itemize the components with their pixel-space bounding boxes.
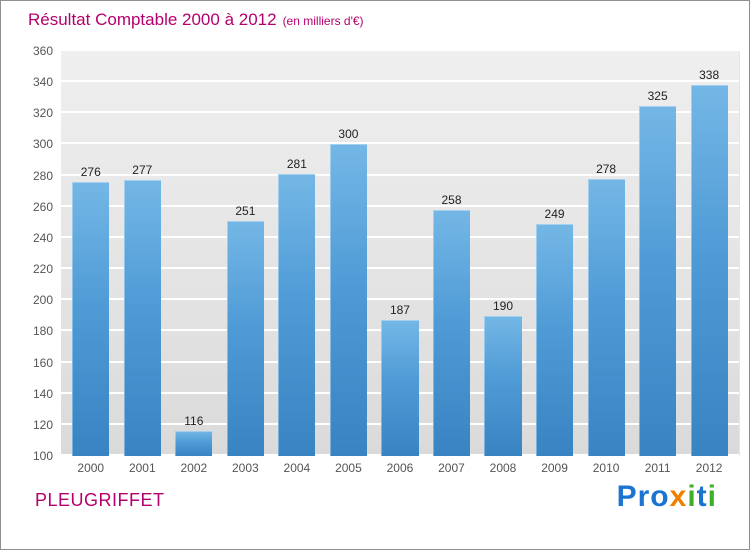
logo-letter: i xyxy=(707,480,717,513)
bar-slot: 251 xyxy=(220,51,272,456)
y-axis-label: 180 xyxy=(32,324,53,339)
bar-2003 xyxy=(226,220,264,456)
bar-slot: 249 xyxy=(529,51,581,456)
bar-slot: 278 xyxy=(580,51,632,456)
x-axis-label: 2010 xyxy=(592,461,620,475)
bar-2012 xyxy=(690,85,728,456)
bar-value-label: 277 xyxy=(132,163,153,178)
y-axis-label: 360 xyxy=(32,44,53,58)
logo-letter: i xyxy=(687,480,697,513)
bar-slot: 190 xyxy=(477,51,529,456)
bar-slot: 300 xyxy=(323,51,375,456)
gridline xyxy=(61,298,739,301)
bar-slot: 338 xyxy=(683,51,735,456)
gridline xyxy=(61,267,739,270)
bar-2001 xyxy=(123,180,161,456)
company-name: PLEUGRIFFET xyxy=(35,490,165,510)
logo-letter: x xyxy=(669,480,688,513)
bar-slot: 325 xyxy=(632,51,684,456)
y-axis-label: 340 xyxy=(32,75,53,90)
bar-2002 xyxy=(175,431,213,456)
y-axis-label: 320 xyxy=(32,106,53,121)
logo-letter: P xyxy=(616,480,638,513)
chart-title: Résultat Comptable 2000 à 2012 xyxy=(28,10,277,29)
y-axis-label: 260 xyxy=(32,199,53,214)
bar-slot: 281 xyxy=(271,51,323,456)
bar-2011 xyxy=(639,105,677,456)
x-axis-label: 2001 xyxy=(128,461,156,475)
bar-2010 xyxy=(587,178,625,456)
bar-value-label: 116 xyxy=(184,414,204,429)
bar-2006 xyxy=(381,320,419,456)
bar-slot: 187 xyxy=(374,51,426,456)
y-axis-label: 220 xyxy=(32,262,53,277)
bar-2000 xyxy=(72,181,110,456)
bar-slot: 116 xyxy=(168,51,220,456)
bar-2008 xyxy=(484,315,522,456)
logo-letter: t xyxy=(696,480,708,513)
gridline xyxy=(61,173,739,176)
gridline xyxy=(61,80,739,83)
y-axis-label: 200 xyxy=(32,293,53,308)
y-axis-label: 280 xyxy=(32,168,53,183)
bar-value-label: 325 xyxy=(647,88,668,103)
gridline xyxy=(61,204,739,207)
bar-2005 xyxy=(329,144,367,456)
bar-value-label: 258 xyxy=(441,192,462,207)
x-axis-label: 2002 xyxy=(180,461,208,475)
bar-value-label: 281 xyxy=(286,157,307,172)
y-axis-label: 100 xyxy=(32,449,53,463)
x-axis-label: 2006 xyxy=(386,461,414,475)
y-axis-label: 240 xyxy=(32,230,53,245)
x-axis-label: 2012 xyxy=(695,461,723,475)
x-axis-labels: 2000 2001 2002 2003 2004 2005 2006 2007 2008 2009… xyxy=(61,461,739,475)
y-axis-label: 160 xyxy=(32,355,53,370)
chart-subtitle: (en milliers d'€) xyxy=(282,14,364,28)
gridline xyxy=(61,142,739,145)
y-axis-label: 120 xyxy=(32,417,53,432)
bar-slot: 276 xyxy=(65,51,117,456)
logo-letter: r xyxy=(637,480,651,513)
bar-value-label: 251 xyxy=(235,203,256,218)
x-axis-label: 2009 xyxy=(541,461,568,475)
bar-value-label: 278 xyxy=(596,161,617,176)
x-axis-label: 2000 xyxy=(77,461,105,475)
gridline xyxy=(61,49,739,51)
x-axis-label: 2004 xyxy=(283,461,311,475)
logo-letter: o xyxy=(650,480,670,513)
bar-2007 xyxy=(432,209,471,456)
x-axis-label: 2005 xyxy=(335,461,362,475)
bar-value-label: 187 xyxy=(389,303,410,318)
page-title: Résultat Comptable 2000 à 2012 (en millie… xyxy=(28,10,364,30)
y-axis-label: 140 xyxy=(32,386,53,401)
x-axis-label: 2008 xyxy=(489,461,517,475)
plot-area: 276 277 116 251 281 300 187 258 190 249 278 325 338 xyxy=(61,49,740,456)
gridline xyxy=(61,111,739,114)
y-axis-labels: 100 120 140 160 180 200 220 240 260 280 300 320 340 3… xyxy=(1,44,53,463)
bar-slot: 258 xyxy=(426,51,478,456)
bar-value-label: 190 xyxy=(493,298,514,313)
x-axis-label: 2011 xyxy=(644,461,671,475)
gridline xyxy=(61,235,739,238)
bar-2004 xyxy=(278,174,316,456)
bar-value-label: 338 xyxy=(699,68,720,83)
bar-slot: 277 xyxy=(117,51,169,456)
x-axis-label: 2003 xyxy=(232,461,259,475)
bar-value-label: 300 xyxy=(338,127,359,142)
proxiti-logo[interactable]: Proxiti xyxy=(617,480,717,514)
bar-value-label: 249 xyxy=(544,206,565,221)
bars: 276 277 116 251 281 300 187 258 190 249 278 325 338 xyxy=(61,51,739,456)
bar-2009 xyxy=(536,223,574,456)
y-axis-label: 300 xyxy=(32,137,53,152)
x-axis-label: 2007 xyxy=(438,461,465,475)
bar-value-label: 276 xyxy=(80,164,101,179)
